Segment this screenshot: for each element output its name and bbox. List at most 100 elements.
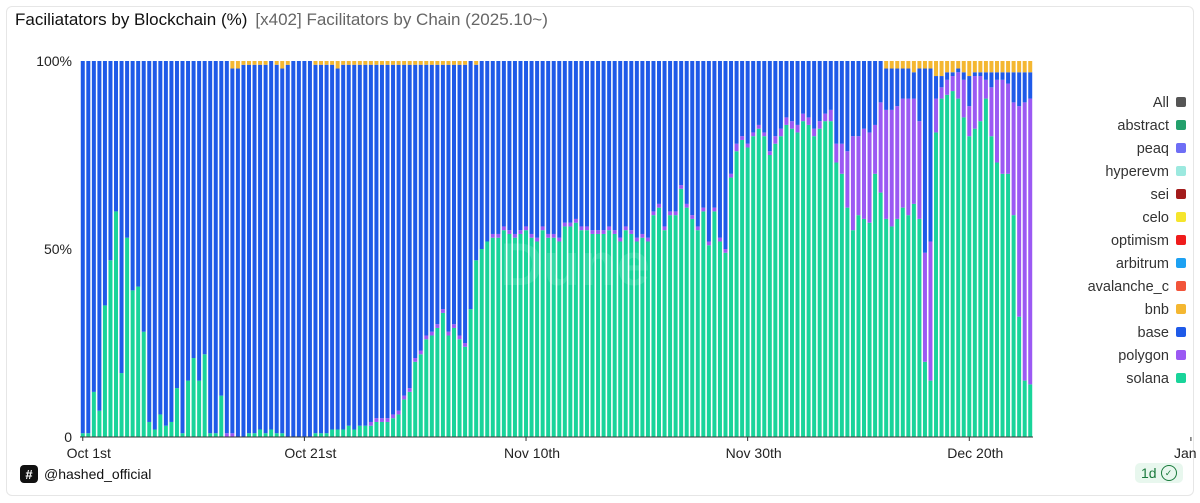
bar-segment-base[interactable] xyxy=(1011,72,1016,103)
bar-segment-solana[interactable] xyxy=(512,237,517,437)
bar-segment-bnb[interactable] xyxy=(922,61,927,69)
bar-segment-solana[interactable] xyxy=(662,230,667,437)
bar-segment-solana[interactable] xyxy=(778,136,783,437)
bar-segment-solana[interactable] xyxy=(590,233,595,437)
bar-segment-solana[interactable] xyxy=(136,286,141,437)
bar-segment-bnb[interactable] xyxy=(368,61,373,65)
bar-segment-base[interactable] xyxy=(673,61,678,212)
bar-segment-base[interactable] xyxy=(141,61,146,332)
bar-segment-base[interactable] xyxy=(983,72,988,80)
bar-segment-polygon[interactable] xyxy=(839,143,844,174)
bar-segment-polygon[interactable] xyxy=(435,324,440,328)
bar-segment-solana[interactable] xyxy=(147,421,152,437)
bar-segment-polygon[interactable] xyxy=(446,331,451,336)
legend-swatch-solana[interactable] xyxy=(1176,373,1186,383)
bar-segment-solana[interactable] xyxy=(878,192,883,437)
bar-segment-base[interactable] xyxy=(623,61,628,227)
bar-segment-polygon[interactable] xyxy=(651,211,656,216)
bar-segment-bnb[interactable] xyxy=(934,61,939,77)
bar-segment-solana[interactable] xyxy=(258,429,263,437)
bar-segment-base[interactable] xyxy=(601,61,606,231)
bar-segment-base[interactable] xyxy=(873,61,878,125)
bar-segment-base[interactable] xyxy=(884,68,889,110)
bar-segment-base[interactable] xyxy=(756,61,761,125)
bar-segment-polygon[interactable] xyxy=(789,121,794,129)
bar-segment-solana[interactable] xyxy=(834,162,839,437)
bar-segment-base[interactable] xyxy=(208,61,213,434)
bar-segment-base[interactable] xyxy=(479,61,484,249)
bar-segment-polygon[interactable] xyxy=(535,237,540,242)
bar-segment-polygon[interactable] xyxy=(751,132,756,137)
bar-segment-solana[interactable] xyxy=(352,429,357,437)
bar-segment-polygon[interactable] xyxy=(812,128,817,137)
bar-segment-base[interactable] xyxy=(551,61,556,234)
bar-segment-solana[interactable] xyxy=(756,128,761,437)
bar-segment-solana[interactable] xyxy=(767,155,772,437)
bar-segment-solana[interactable] xyxy=(551,237,556,437)
bar-segment-bnb[interactable] xyxy=(900,61,905,69)
bar-segment-base[interactable] xyxy=(114,61,119,212)
bar-segment-base[interactable] xyxy=(407,64,412,389)
bar-segment-polygon[interactable] xyxy=(440,309,445,313)
bar-segment-polygon[interactable] xyxy=(1006,83,1011,174)
bar-segment-solana[interactable] xyxy=(413,361,418,437)
bar-segment-solana[interactable] xyxy=(313,433,318,437)
bar-segment-polygon[interactable] xyxy=(900,98,905,208)
bar-segment-solana[interactable] xyxy=(1022,380,1027,437)
legend-swatch-abstract[interactable] xyxy=(1176,120,1186,130)
legend-label-celo[interactable]: celo xyxy=(1142,210,1169,226)
bar-segment-base[interactable] xyxy=(690,61,695,216)
bar-segment-polygon[interactable] xyxy=(972,76,977,129)
bar-segment-base[interactable] xyxy=(745,61,750,144)
refresh-badge[interactable]: 1d ✓ xyxy=(1135,463,1183,483)
bar-segment-bnb[interactable] xyxy=(435,61,440,65)
bar-segment-solana[interactable] xyxy=(867,222,872,437)
bar-segment-polygon[interactable] xyxy=(994,79,999,163)
bar-segment-solana[interactable] xyxy=(723,252,728,437)
bar-segment-solana[interactable] xyxy=(584,230,589,437)
bar-segment-base[interactable] xyxy=(546,61,551,234)
bar-segment-solana[interactable] xyxy=(518,233,523,437)
bar-segment-base[interactable] xyxy=(1006,72,1011,84)
bar-segment-polygon[interactable] xyxy=(396,410,401,415)
bar-segment-bnb[interactable] xyxy=(280,61,285,69)
bar-segment-base[interactable] xyxy=(379,64,384,419)
bar-segment-bnb[interactable] xyxy=(1011,61,1016,73)
bar-segment-solana[interactable] xyxy=(86,433,91,437)
bar-segment-solana[interactable] xyxy=(1006,173,1011,438)
bar-segment-solana[interactable] xyxy=(91,391,96,437)
bar-segment-base[interactable] xyxy=(219,61,224,396)
bar-segment-polygon[interactable] xyxy=(773,136,778,144)
bar-segment-bnb[interactable] xyxy=(230,61,235,69)
bar-segment-solana[interactable] xyxy=(983,98,988,437)
bar-segment-bnb[interactable] xyxy=(961,61,966,73)
bar-segment-base[interactable] xyxy=(91,61,96,392)
bar-segment-polygon[interactable] xyxy=(573,218,578,223)
bar-segment-bnb[interactable] xyxy=(972,61,977,73)
bar-segment-polygon[interactable] xyxy=(562,222,567,227)
bar-segment-base[interactable] xyxy=(906,68,911,99)
bar-segment-polygon[interactable] xyxy=(867,132,872,223)
bar-segment-base[interactable] xyxy=(307,61,312,437)
bar-segment-polygon[interactable] xyxy=(828,109,833,122)
bar-segment-bnb[interactable] xyxy=(917,61,922,69)
bar-segment-solana[interactable] xyxy=(695,230,700,437)
bar-segment-solana[interactable] xyxy=(114,211,119,437)
bar-segment-solana[interactable] xyxy=(357,425,362,437)
bar-segment-solana[interactable] xyxy=(174,388,179,437)
bar-segment-bnb[interactable] xyxy=(319,61,324,65)
bar-segment-polygon[interactable] xyxy=(673,211,678,216)
bar-segment-bnb[interactable] xyxy=(884,61,889,69)
bar-segment-polygon[interactable] xyxy=(945,79,950,95)
bar-segment-base[interactable] xyxy=(435,64,440,325)
bar-segment-base[interactable] xyxy=(363,64,368,426)
bar-segment-solana[interactable] xyxy=(740,139,745,437)
bar-segment-solana[interactable] xyxy=(895,218,900,437)
bar-segment-base[interactable] xyxy=(108,61,113,261)
bar-segment-solana[interactable] xyxy=(152,429,157,437)
legend-label-polygon[interactable]: polygon xyxy=(1118,348,1169,364)
legend-swatch-optimism[interactable] xyxy=(1176,235,1186,245)
bar-segment-solana[interactable] xyxy=(640,237,645,437)
bar-segment-solana[interactable] xyxy=(269,429,274,437)
bar-segment-bnb[interactable] xyxy=(235,61,240,69)
